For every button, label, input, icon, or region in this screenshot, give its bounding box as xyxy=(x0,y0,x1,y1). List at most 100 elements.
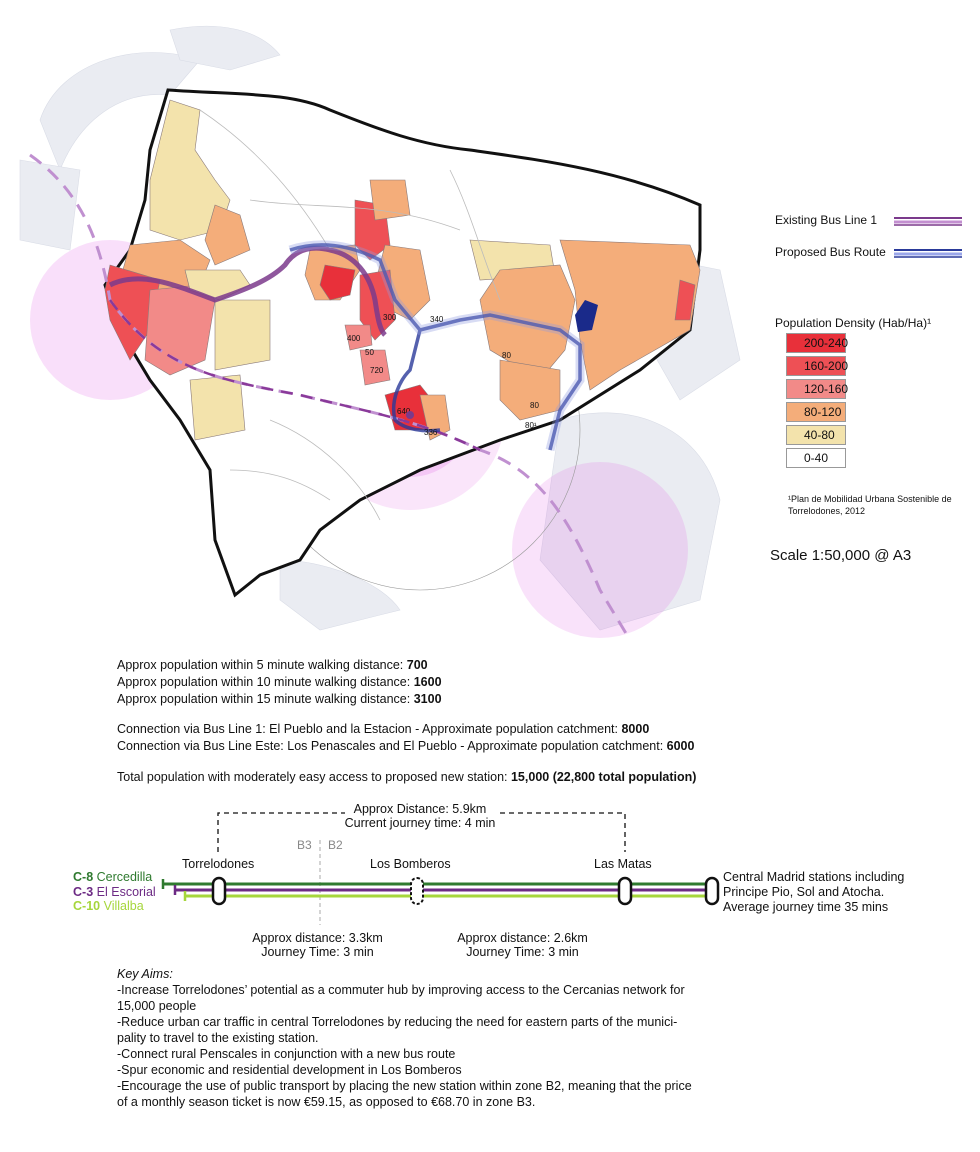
line-c8-legend: C-8 Cercedilla xyxy=(73,870,156,885)
este-line: Connection via Bus Line Este: Los Penasc… xyxy=(117,738,694,755)
aim-3: -Connect rural Penscales in conjunction … xyxy=(117,1047,456,1061)
station-madrid-marker xyxy=(704,876,720,906)
walk5-text: Approx population within 5 minute walkin… xyxy=(117,658,407,672)
density-swatch-5 xyxy=(786,448,846,468)
density-label-400: 400 xyxy=(347,334,361,343)
density-label-80-east: 80 xyxy=(530,401,539,410)
bus-stats: Connection via Bus Line 1: El Pueblo and… xyxy=(117,721,694,755)
bus1-text: Connection via Bus Line 1: El Pueblo and… xyxy=(117,722,622,736)
density-swatch-label-1: 160-200 xyxy=(804,359,849,373)
density-label-80-center: 80 xyxy=(502,351,511,360)
density-swatch-label-4: 40-80 xyxy=(804,428,835,442)
top-distance-label: Approx Distance: 5.9km Current journey t… xyxy=(320,802,520,830)
legend-existing-bus-label: Existing Bus Line 1 xyxy=(775,213,878,227)
total-text: Total population with moderately easy ac… xyxy=(117,770,511,784)
line-c8-code: C-8 xyxy=(73,870,94,884)
line-legend: C-8 Cercedilla C-3 El Escorial C-10 Vill… xyxy=(73,870,156,914)
density-swatch-3 xyxy=(786,402,846,422)
line-c10-legend: C-10 Villalba xyxy=(73,899,156,914)
walk5-value: 700 xyxy=(406,658,428,672)
aim-1-line2: 15,000 people xyxy=(117,999,197,1013)
station-las-matas-marker xyxy=(617,876,633,906)
line-c8-name: Cercedilla xyxy=(96,870,153,884)
existing-bus-line-route xyxy=(108,245,387,337)
line-c3-legend: C-3 El Escorial xyxy=(73,885,156,900)
walk15-line: Approx population within 15 minute walki… xyxy=(117,691,442,708)
municipality-boundary xyxy=(103,88,702,598)
este-text: Connection via Bus Line Este: Los Penasc… xyxy=(117,739,667,753)
walking-stats: Approx population within 5 minute walkin… xyxy=(117,657,442,708)
density-swatch-label-2: 120-160 xyxy=(804,382,849,396)
key-aims: Key Aims: -Increase Torrelodones’ potent… xyxy=(117,966,737,1110)
proposed-bus-route xyxy=(289,243,582,451)
railway-line xyxy=(29,153,632,641)
line-c3-name: El Escorial xyxy=(96,884,156,899)
madrid-note-line2: Principe Pio, Sol and Atocha. xyxy=(723,885,885,899)
segment1-distance: Approx distance: 3.3km xyxy=(252,931,383,945)
density-label-340: 340 xyxy=(430,315,444,324)
key-aims-title: Key Aims: xyxy=(117,967,173,981)
top-distance: Approx Distance: 5.9km xyxy=(353,802,487,816)
bus1-value: 8000 xyxy=(621,722,650,736)
top-time: Current journey time: 4 min xyxy=(344,816,496,830)
total-value: 15,000 (22,800 total population) xyxy=(510,770,697,784)
line-c3-code: C-3 xyxy=(73,884,94,899)
legend-proposed-bus-swatch xyxy=(894,249,962,258)
density-swatch-4 xyxy=(786,425,846,445)
station-los-bomberos-marker xyxy=(410,877,424,905)
legend-proposed-bus-label: Proposed Bus Route xyxy=(775,245,886,259)
density-label-720: 720 xyxy=(370,366,384,375)
walk15-value: 3100 xyxy=(413,692,442,706)
aim-5-line1: -Encourage the use of public transport b… xyxy=(117,1079,692,1093)
density-swatch-1 xyxy=(786,356,846,376)
railway-core xyxy=(108,299,481,452)
walk10-value: 1600 xyxy=(413,675,442,689)
current-distance-bracket-left xyxy=(217,812,345,852)
density-value-labels: 300 340 400 50 80 720 640 336 80 80¹ xyxy=(347,313,539,437)
station-torrelodones-label: Torrelodones xyxy=(182,857,255,871)
density-map: 300 340 400 50 80 720 640 336 80 80¹ xyxy=(19,25,741,641)
legend-density-title: Population Density (Hab/Ha)¹ xyxy=(775,316,932,330)
bus1-line: Connection via Bus Line 1: El Pueblo and… xyxy=(117,721,694,738)
station-los-bomberos-label: Los Bomberos xyxy=(370,857,451,871)
madrid-note: Central Madrid stations including Princi… xyxy=(723,870,904,915)
station-torrelodones-marker xyxy=(211,876,227,906)
legend-footnote-line1: ¹Plan de Mobilidad Urbana Sostenible de xyxy=(788,494,952,504)
legend-footnote-line2: Torrelodones, 2012 xyxy=(788,506,866,516)
zone-b3-label: B3 xyxy=(297,838,312,852)
density-swatch-2 xyxy=(786,379,846,399)
este-value: 6000 xyxy=(666,739,695,753)
segment1-label: Approx distance: 3.3km Journey Time: 3 m… xyxy=(230,931,405,959)
proposed-bus-route-halo xyxy=(288,240,585,452)
aim-2-line1: -Reduce urban car traffic in central Tor… xyxy=(117,1015,678,1029)
reservoir xyxy=(575,300,598,332)
walk10-text: Approx population within 10 minute walki… xyxy=(117,675,414,689)
density-swatch-label-3: 80-120 xyxy=(804,405,842,419)
scale-label: Scale 1:50,000 @ A3 xyxy=(770,547,912,564)
density-swatch-label-5: 0-40 xyxy=(804,451,829,465)
segment1-time: Journey Time: 3 min xyxy=(261,945,374,959)
walk15-text: Approx population within 15 minute walki… xyxy=(117,692,414,706)
segment2-label: Approx distance: 2.6km Journey Time: 3 m… xyxy=(435,931,610,959)
line-c10-name: Villalba xyxy=(103,899,144,913)
line-c10-code: C-10 xyxy=(73,899,101,913)
zone-b2-label: B2 xyxy=(328,838,343,852)
legend-footnote: ¹Plan de Mobilidad Urbana Sostenible de … xyxy=(788,493,952,517)
total-stats: Total population with moderately easy ac… xyxy=(117,769,696,786)
density-label-80-south: 80¹ xyxy=(525,421,537,430)
density-swatch-0 xyxy=(786,333,846,353)
legend-existing-bus-swatch xyxy=(894,217,962,226)
density-label-640: 640 xyxy=(397,407,411,416)
walk10-line: Approx population within 10 minute walki… xyxy=(117,674,442,691)
density-label-300: 300 xyxy=(383,313,397,322)
aim-5-line2: of a monthly season ticket is now €59.15… xyxy=(117,1095,536,1109)
proposed-station-marker xyxy=(406,411,414,419)
segment2-time: Journey Time: 3 min xyxy=(466,945,579,959)
aim-4: -Spur economic and residential developme… xyxy=(117,1063,462,1077)
madrid-note-line1: Central Madrid stations including xyxy=(723,870,905,884)
station-las-matas-label: Las Matas xyxy=(594,857,652,871)
density-label-50: 50 xyxy=(365,348,374,357)
road-network xyxy=(199,109,501,521)
segment2-distance: Approx distance: 2.6km xyxy=(457,931,588,945)
density-label-336: 336 xyxy=(424,428,438,437)
